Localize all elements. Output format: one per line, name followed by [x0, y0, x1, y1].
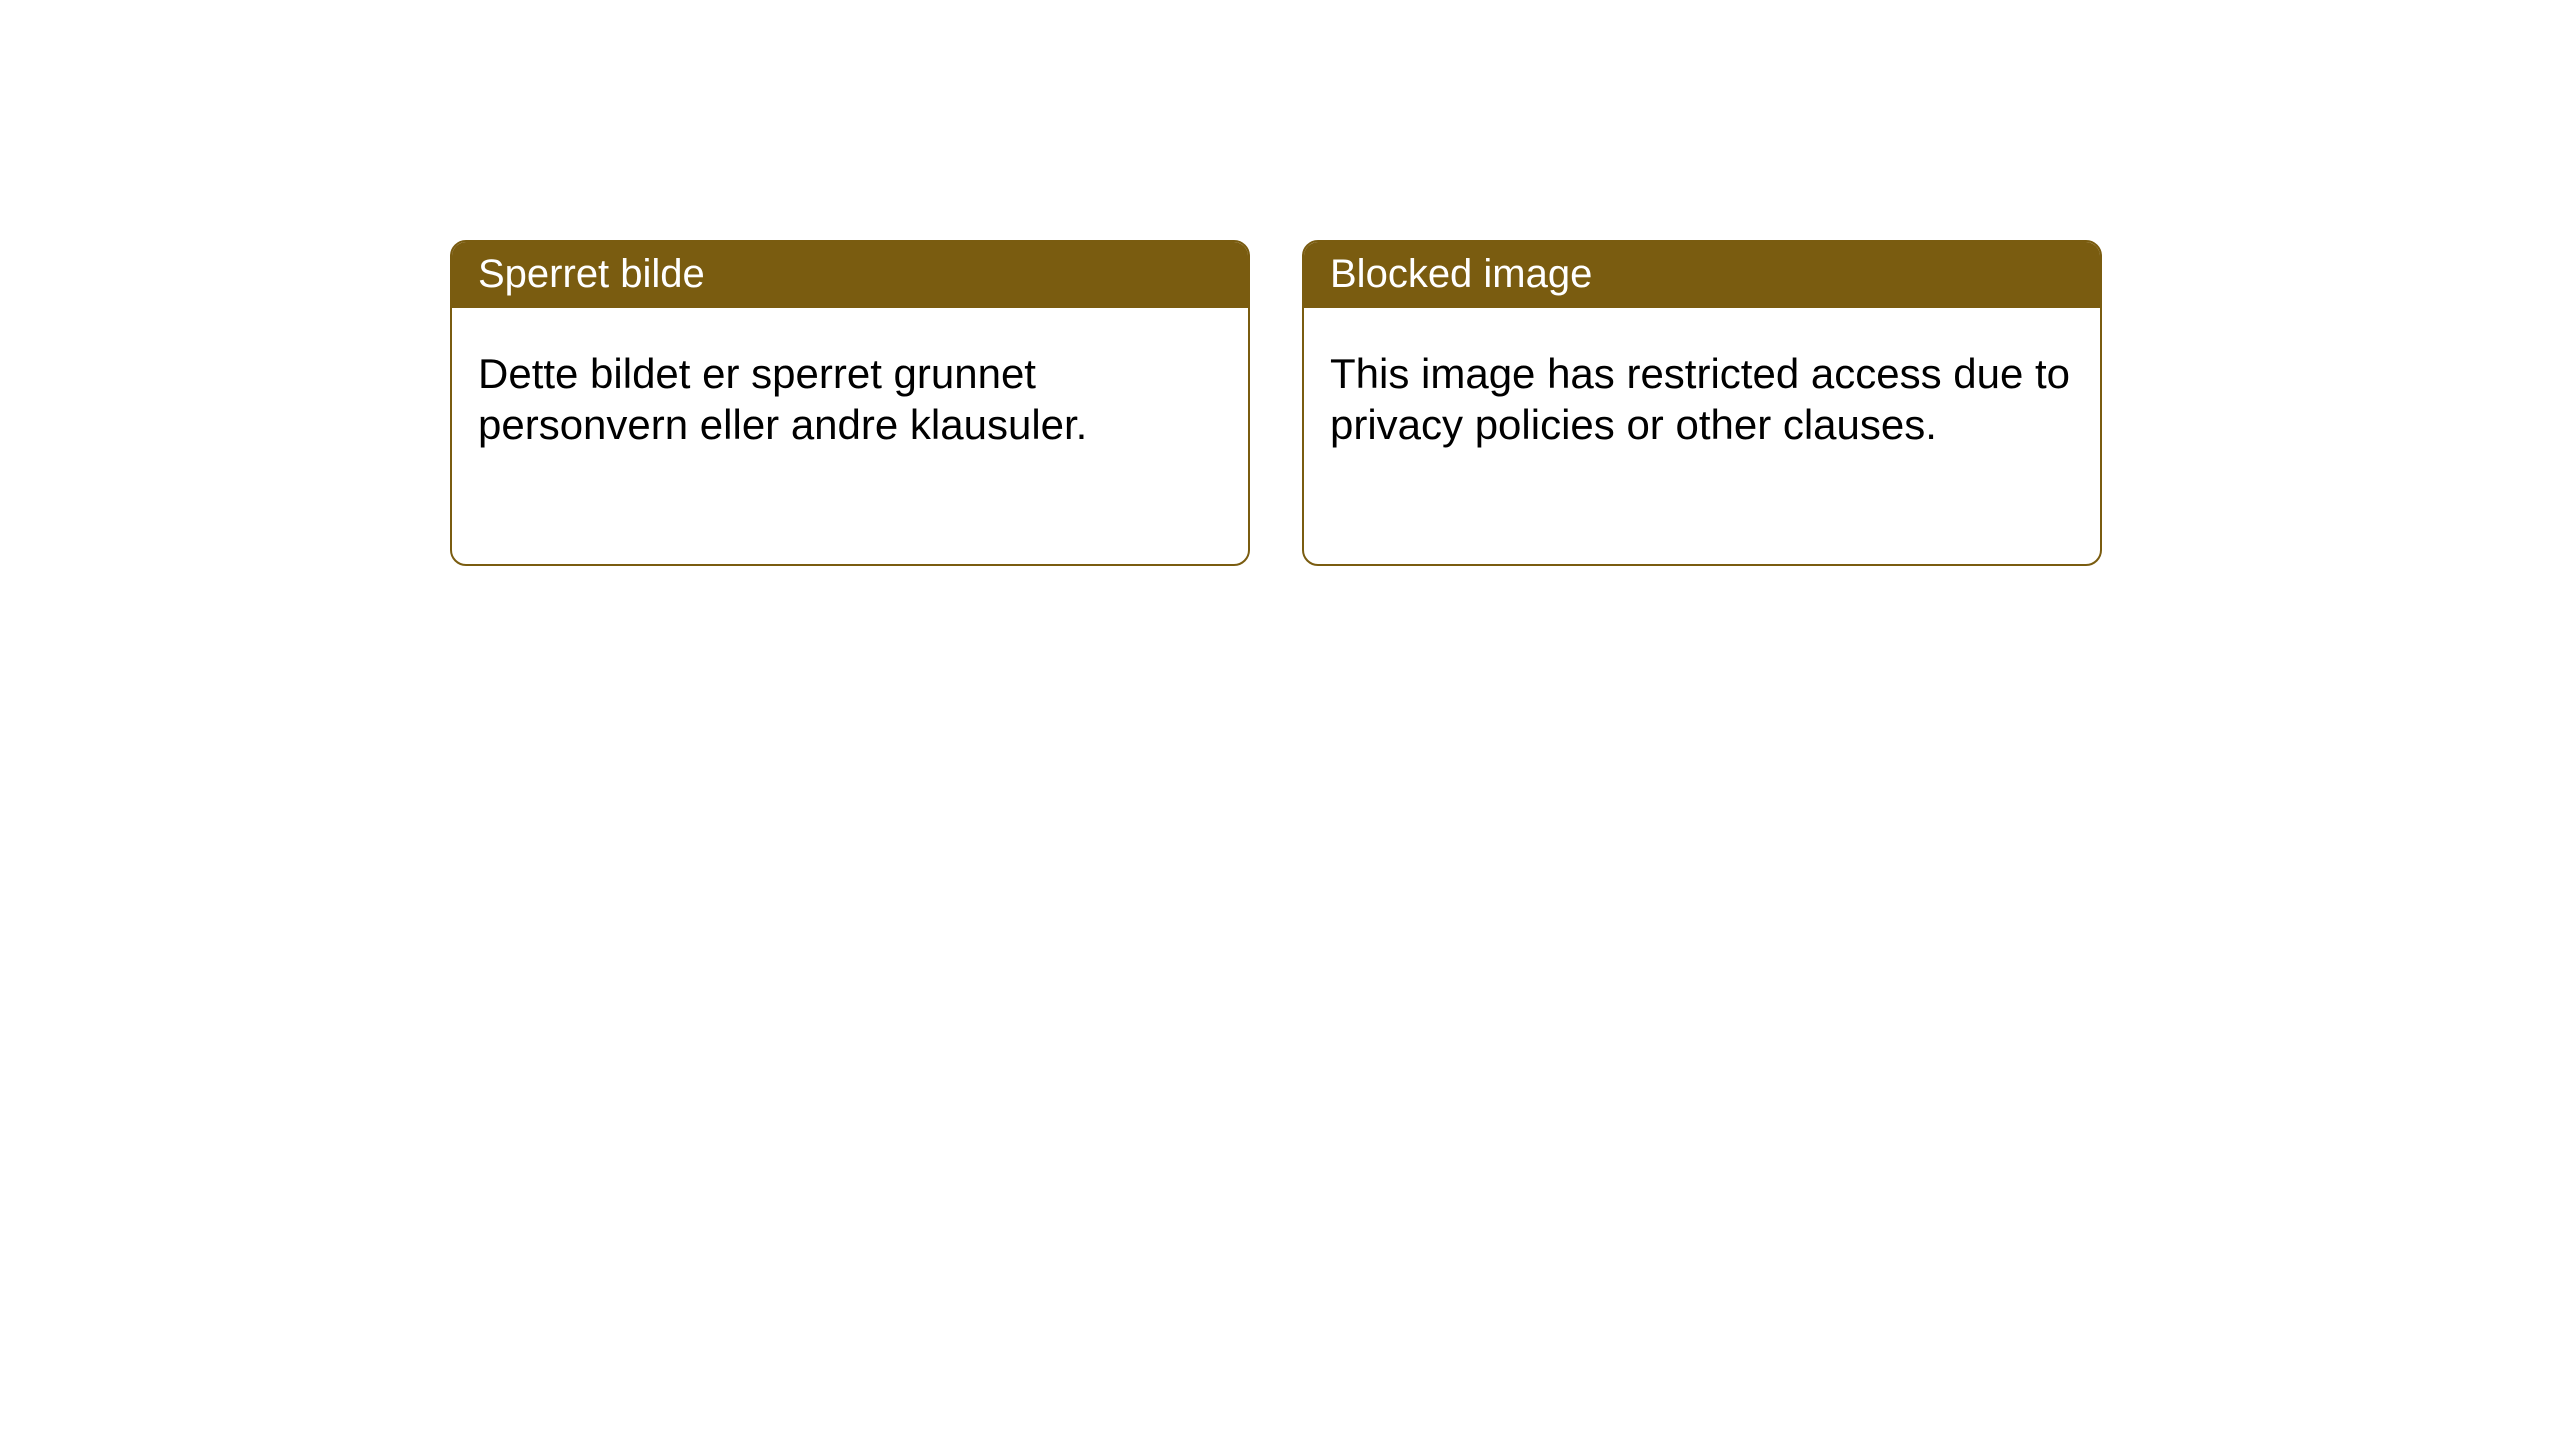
notice-header: Blocked image — [1304, 242, 2100, 308]
notice-card-english: Blocked image This image has restricted … — [1302, 240, 2102, 566]
notice-body: Dette bildet er sperret grunnet personve… — [452, 308, 1248, 450]
notice-body-text: Dette bildet er sperret grunnet personve… — [478, 350, 1087, 448]
notice-title: Blocked image — [1330, 252, 1592, 296]
notice-body: This image has restricted access due to … — [1304, 308, 2100, 450]
notice-title: Sperret bilde — [478, 252, 705, 296]
notice-body-text: This image has restricted access due to … — [1330, 350, 2070, 448]
notice-card-norwegian: Sperret bilde Dette bildet er sperret gr… — [450, 240, 1250, 566]
notice-header: Sperret bilde — [452, 242, 1248, 308]
notice-container: Sperret bilde Dette bildet er sperret gr… — [0, 0, 2560, 566]
